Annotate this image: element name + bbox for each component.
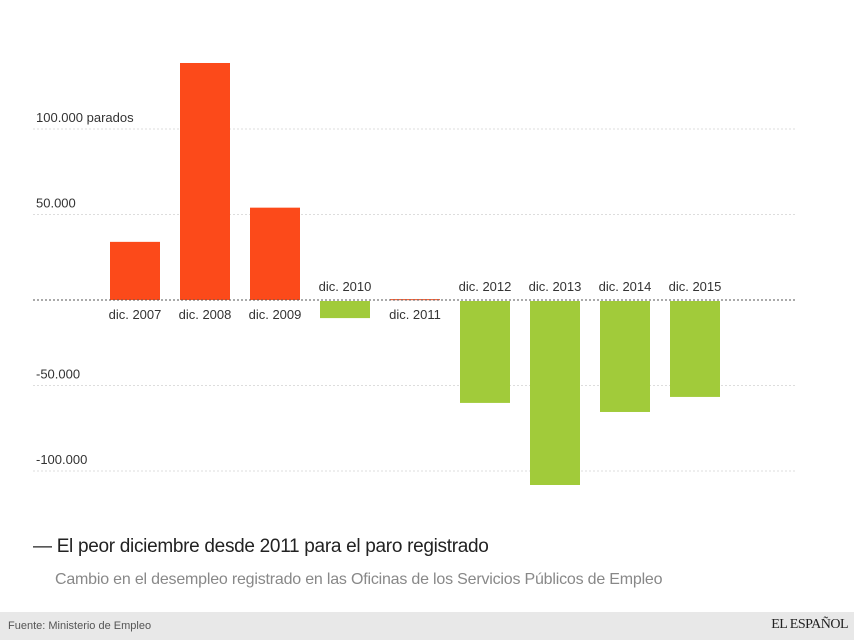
bar-dic-2010 bbox=[320, 301, 370, 319]
y-tick-label: 100.000 parados bbox=[36, 110, 134, 125]
x-tick-label: dic. 2007 bbox=[109, 307, 162, 322]
bar-dic-2015 bbox=[670, 301, 720, 397]
footer-bar: Fuente: Ministerio de Empleo EL ESPAÑOL bbox=[0, 612, 854, 640]
bars bbox=[110, 62, 720, 485]
x-tick-label: dic. 2008 bbox=[179, 307, 232, 322]
bar-dic-2007 bbox=[110, 241, 160, 300]
x-tick-label: dic. 2013 bbox=[529, 279, 582, 294]
brand-logo: EL ESPAÑOL bbox=[771, 617, 848, 632]
x-tick-label: dic. 2011 bbox=[389, 307, 441, 322]
x-tick-label: dic. 2010 bbox=[319, 279, 372, 294]
bar-dic-2013 bbox=[530, 301, 580, 485]
bar-dic-2009 bbox=[250, 207, 300, 300]
chart-title: — El peor diciembre desde 2011 para el p… bbox=[33, 536, 489, 558]
gridlines bbox=[33, 128, 797, 472]
title-text: El peor diciembre desde 2011 para el par… bbox=[56, 536, 489, 557]
x-tick-label: dic. 2015 bbox=[669, 279, 722, 294]
bar-dic-2008 bbox=[180, 62, 230, 300]
y-tick-label: 50.000 bbox=[36, 196, 76, 211]
y-axis-labels: 100.000 parados 50.000 -50.000 -100.000 bbox=[36, 110, 134, 467]
x-tick-label: dic. 2012 bbox=[459, 279, 512, 294]
y-tick-label: -50.000 bbox=[36, 367, 80, 382]
bar-dic-2012 bbox=[460, 301, 510, 403]
x-tick-label: dic. 2014 bbox=[599, 279, 652, 294]
title-dash: — bbox=[33, 536, 52, 557]
x-tick-label: dic. 2009 bbox=[249, 307, 302, 322]
chart-subtitle: Cambio en el desempleo registrado en las… bbox=[55, 571, 663, 588]
source-note: Fuente: Ministerio de Empleo bbox=[8, 620, 152, 632]
bar-dic-2014 bbox=[600, 301, 650, 412]
x-axis-labels: dic. 2007 dic. 2008 dic. 2009 dic. 2010 dic.… bbox=[109, 279, 722, 322]
bar-chart: 100.000 parados 50.000 -50.000 -100.000 dic… bbox=[33, 62, 797, 485]
y-tick-label: -100.000 bbox=[36, 452, 87, 467]
